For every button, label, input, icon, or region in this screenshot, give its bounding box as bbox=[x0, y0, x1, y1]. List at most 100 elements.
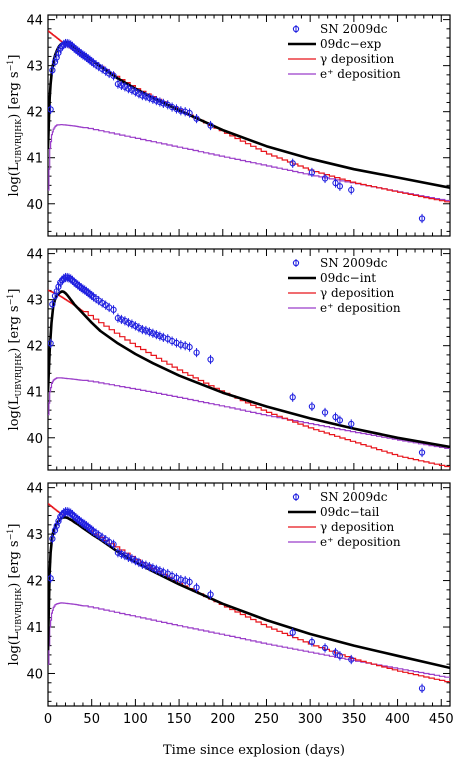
x-tick-label: 250 bbox=[254, 712, 279, 727]
data-point bbox=[139, 561, 146, 568]
data-point bbox=[49, 535, 56, 542]
legend-label-observed: SN 2009dc bbox=[320, 490, 388, 504]
y-tick-label: 43 bbox=[26, 60, 43, 75]
x-tick-label: 400 bbox=[385, 712, 410, 727]
x-axis-title: Time since explosion (days) bbox=[163, 743, 345, 758]
data-point bbox=[128, 320, 136, 328]
data-point bbox=[69, 511, 76, 518]
legend-label-observed: SN 2009dc bbox=[320, 22, 388, 36]
data-point bbox=[146, 94, 153, 102]
data-point bbox=[177, 107, 184, 114]
data-point bbox=[110, 306, 117, 313]
data-point bbox=[135, 324, 143, 331]
data-point bbox=[336, 183, 344, 190]
data-point bbox=[332, 179, 339, 187]
data-point bbox=[177, 576, 184, 583]
data-point bbox=[289, 394, 296, 401]
data-point bbox=[121, 317, 129, 324]
data-point bbox=[118, 550, 125, 558]
data-point bbox=[193, 349, 200, 356]
y-tick-label: 41 bbox=[26, 386, 43, 401]
x-tick-label: 200 bbox=[210, 712, 235, 727]
data-point bbox=[332, 413, 339, 421]
data-point bbox=[132, 322, 139, 330]
data-point bbox=[48, 106, 54, 113]
y-tick-label: 44 bbox=[26, 248, 43, 263]
legend-label-positron: e⁺ deposition bbox=[320, 67, 401, 81]
data-point bbox=[186, 578, 193, 586]
data-point bbox=[193, 584, 200, 591]
data-point bbox=[156, 567, 164, 574]
y-axis-title: log(LUBVRIJHK) [erg s−1] bbox=[6, 524, 23, 666]
data-point bbox=[418, 215, 426, 222]
data-point bbox=[135, 90, 143, 97]
data-point bbox=[289, 160, 296, 167]
y-tick-label: 43 bbox=[26, 294, 43, 309]
data-point bbox=[139, 92, 146, 99]
legend-label-observed: SN 2009dc bbox=[320, 256, 388, 270]
data-point bbox=[418, 449, 426, 456]
data-point bbox=[153, 97, 160, 104]
legend-symbol-observed bbox=[292, 493, 300, 501]
data-point bbox=[321, 644, 329, 652]
data-point bbox=[332, 649, 339, 656]
data-point bbox=[289, 629, 296, 636]
data-point bbox=[110, 541, 117, 548]
data-point bbox=[49, 301, 56, 308]
y-tick-label: 41 bbox=[26, 152, 43, 167]
data-point bbox=[156, 332, 164, 340]
data-point bbox=[207, 122, 214, 129]
panel-1: 40 41 42 43 44 log(LUBVRIJHK) [erg s−1] SN 200… bbox=[6, 14, 451, 237]
data-point bbox=[128, 555, 136, 562]
x-tick-label: 150 bbox=[167, 712, 192, 727]
x-tick-label: 50 bbox=[83, 712, 100, 727]
legend-label-gamma: γ deposition bbox=[320, 520, 395, 534]
legend-label-gamma: γ deposition bbox=[320, 52, 395, 66]
data-point bbox=[348, 186, 355, 194]
legend-label-model: 09dc−tail bbox=[320, 505, 380, 519]
data-point bbox=[48, 575, 54, 582]
data-point bbox=[67, 41, 74, 49]
y-tick-label: 43 bbox=[26, 528, 43, 543]
plot-frame bbox=[47, 14, 451, 237]
data-point bbox=[49, 67, 56, 74]
y-tick-label: 40 bbox=[26, 198, 43, 213]
data-point bbox=[348, 420, 355, 428]
legend-label-model: 09dc−exp bbox=[320, 37, 382, 51]
plot-area bbox=[48, 503, 450, 693]
data-point bbox=[67, 275, 74, 283]
y-tick-label: 44 bbox=[26, 14, 43, 29]
legend-label-positron: e⁺ deposition bbox=[320, 535, 401, 549]
data-point bbox=[149, 330, 157, 337]
data-point bbox=[125, 554, 132, 561]
data-point bbox=[156, 98, 164, 106]
data-point bbox=[207, 591, 214, 598]
panels-layer: 40 41 42 43 44 log(LUBVRIJHK) [erg s−1] SN 200… bbox=[6, 14, 454, 727]
legend-symbol-observed bbox=[292, 25, 300, 33]
panel-2: 40 41 42 43 44 log(LUBVRIJHK) [erg s−1] SN 200… bbox=[6, 248, 451, 471]
data-point bbox=[132, 557, 139, 564]
panel-3: 40 41 42 43 44 0 50 100 150 200 250 300 350 400 450 log… bbox=[6, 482, 454, 727]
y-axis-title: log(LUBVRIJHK) [erg s−1] bbox=[6, 55, 23, 197]
x-tick-label: 100 bbox=[123, 712, 148, 727]
data-point bbox=[153, 331, 160, 338]
data-point bbox=[114, 80, 122, 88]
legend-label-model: 09dc−int bbox=[320, 271, 376, 285]
y-tick-label: 42 bbox=[26, 575, 43, 590]
data-point bbox=[67, 510, 74, 517]
data-point bbox=[139, 326, 146, 333]
data-point bbox=[121, 83, 129, 90]
y-tick-label: 40 bbox=[26, 667, 43, 682]
data-point bbox=[418, 685, 426, 692]
data-point bbox=[308, 169, 316, 176]
data-point bbox=[142, 93, 150, 100]
data-point bbox=[142, 327, 150, 334]
data-point bbox=[149, 96, 157, 103]
data-point bbox=[118, 82, 125, 89]
data-point bbox=[321, 409, 329, 416]
data-point bbox=[125, 319, 132, 326]
data-point bbox=[146, 563, 153, 570]
data-point bbox=[88, 292, 95, 299]
series-line-positron-deposition bbox=[48, 377, 450, 449]
